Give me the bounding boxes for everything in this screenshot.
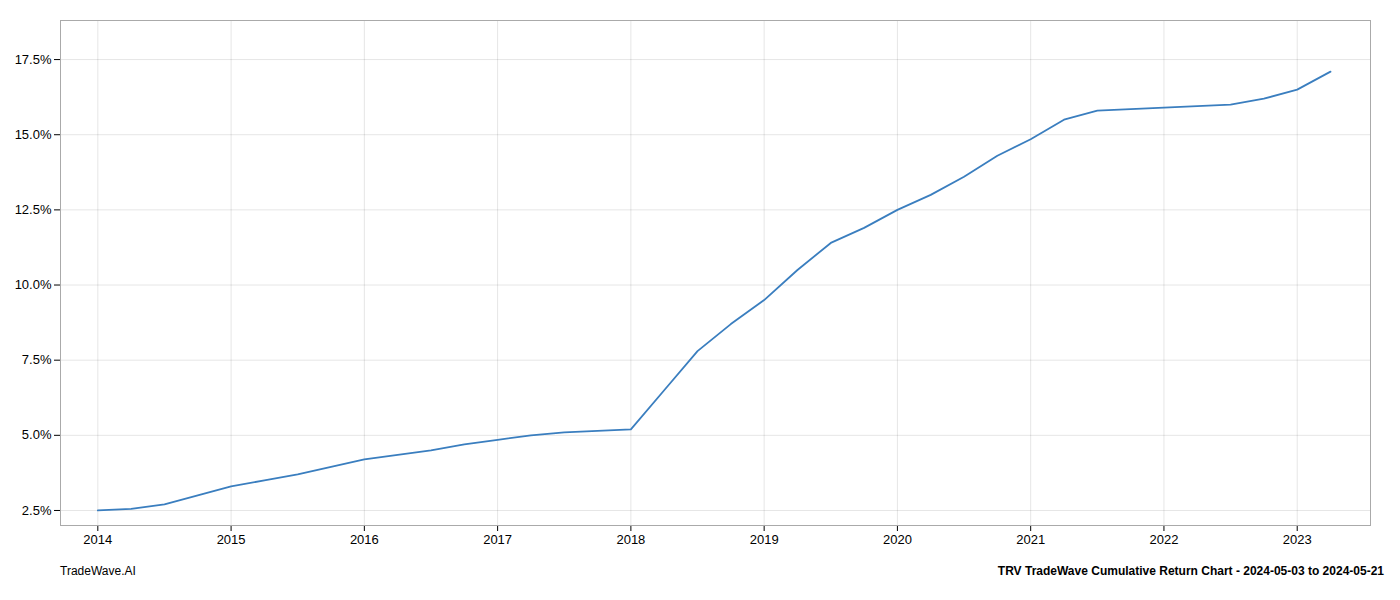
svg-text:2015: 2015 <box>217 532 246 547</box>
svg-text:7.5%: 7.5% <box>22 352 52 367</box>
svg-text:2018: 2018 <box>616 532 645 547</box>
html-text:TradeWave.AI: TradeWave.AI <box>60 564 136 578</box>
svg-text:2021: 2021 <box>1016 532 1045 547</box>
svg-text:15.0%: 15.0% <box>15 127 52 142</box>
svg-text:2023: 2023 <box>1283 532 1312 547</box>
html-text:TRV TradeWave Cumulative Retur: TRV TradeWave Cumulative Return Chart - … <box>997 564 1384 578</box>
svg-text:2017: 2017 <box>483 532 512 547</box>
svg-text:5.0%: 5.0% <box>22 427 52 442</box>
svg-text:2016: 2016 <box>350 532 379 547</box>
svg-text:2022: 2022 <box>1149 532 1178 547</box>
svg-text:2014: 2014 <box>83 532 112 547</box>
svg-text:2.5%: 2.5% <box>22 503 52 518</box>
svg-text:2019: 2019 <box>750 532 779 547</box>
svg-text:2020: 2020 <box>883 532 912 547</box>
svg-text:12.5%: 12.5% <box>15 202 52 217</box>
svg-text:10.0%: 10.0% <box>15 277 52 292</box>
svg-text:17.5%: 17.5% <box>15 52 52 67</box>
